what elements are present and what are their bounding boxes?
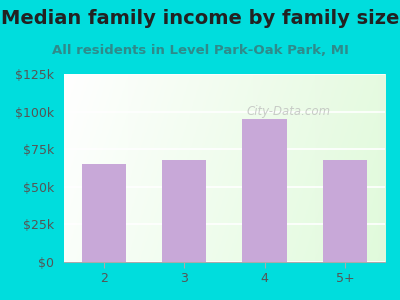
Bar xyxy=(82,164,126,262)
Bar xyxy=(162,160,206,262)
Bar xyxy=(242,119,287,262)
Bar xyxy=(323,160,367,262)
Text: Median family income by family size: Median family income by family size xyxy=(1,9,399,28)
Text: City-Data.com: City-Data.com xyxy=(246,105,331,118)
Text: All residents in Level Park-Oak Park, MI: All residents in Level Park-Oak Park, MI xyxy=(52,44,348,56)
